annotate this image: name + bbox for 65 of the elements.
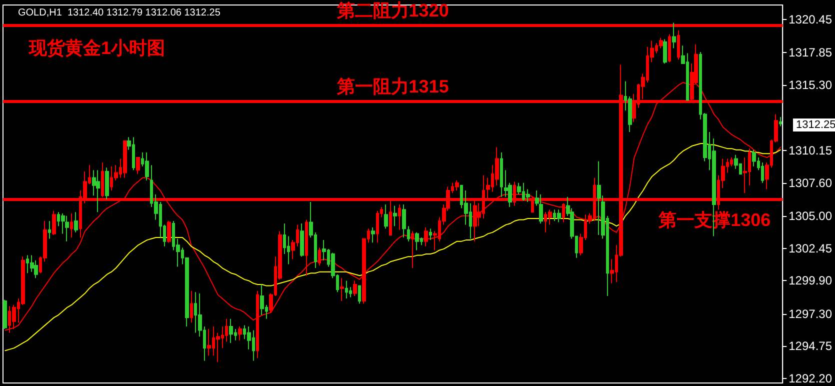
candlestick <box>500 152 503 198</box>
candlestick <box>229 318 233 344</box>
candlestick <box>34 260 38 279</box>
candlestick <box>300 223 304 258</box>
text: 现货黄金1小时图 <box>28 38 166 58</box>
candlestick <box>74 212 78 233</box>
candlestick <box>48 220 51 240</box>
candlestick <box>677 30 680 60</box>
candlestick <box>384 204 388 230</box>
y-tick-label: 1297.30 <box>788 306 832 321</box>
candlestick <box>136 156 140 174</box>
candlestick <box>393 205 397 227</box>
y-tick-label: 1305.00 <box>788 208 832 223</box>
candlestick <box>145 152 149 181</box>
candlestick <box>663 38 667 64</box>
ref-line-label: 第二阻力1320 <box>336 0 449 20</box>
candlestick <box>597 160 601 236</box>
candlestick <box>65 215 69 242</box>
y-tick-label: 1310.15 <box>788 143 832 158</box>
candlestick <box>752 149 756 167</box>
candlestick <box>415 232 419 251</box>
candlestick <box>105 167 109 200</box>
y-tick-label: 1292.20 <box>788 372 832 386</box>
candlestick <box>70 212 73 238</box>
candlestick <box>557 209 561 223</box>
candlestick <box>123 140 127 178</box>
candlestick <box>3 299 7 330</box>
y-tick-label: 1320.45 <box>788 12 832 27</box>
candlestick <box>398 204 401 230</box>
line-series <box>4 142 781 352</box>
candlestick <box>376 210 379 244</box>
candlestick <box>167 220 171 244</box>
text: 1312.25 <box>796 119 835 131</box>
y-tick-label: 1299.90 <box>788 274 832 288</box>
candlestick <box>190 290 193 324</box>
candlestick <box>345 280 348 300</box>
candlestick <box>207 328 211 356</box>
candlestick <box>238 326 242 341</box>
candlestick <box>429 228 432 241</box>
candlestick <box>305 219 308 276</box>
candlestick <box>672 22 676 49</box>
candlestick <box>562 202 565 223</box>
candlestick <box>52 210 56 236</box>
candlestick <box>340 278 344 302</box>
y-tick-label: 1315.30 <box>788 78 832 92</box>
candlestick <box>318 247 321 266</box>
y-tick-label: 1294.75 <box>788 339 832 354</box>
candlestick <box>424 226 428 247</box>
candlestick <box>668 34 671 63</box>
candlestick <box>779 116 782 127</box>
candlestick <box>539 194 543 224</box>
y-tick-label: 1317.85 <box>788 46 832 60</box>
candlestick <box>358 285 361 304</box>
y-tick-label: 1302.45 <box>788 241 832 256</box>
candlestick <box>260 284 264 316</box>
annotation: GOLD,H1 1312.40 1312.79 1312.06 1312.25 <box>18 8 221 18</box>
candlestick <box>411 230 414 269</box>
candlestick <box>407 226 410 242</box>
y-tick-label: 1307.60 <box>788 176 832 190</box>
candlestick <box>402 204 406 238</box>
candlestick <box>455 180 459 192</box>
ref-line-label: 第一阻力1315 <box>336 76 449 97</box>
candlestick <box>353 280 357 296</box>
candlestick <box>371 226 375 244</box>
candlestick <box>96 170 100 213</box>
